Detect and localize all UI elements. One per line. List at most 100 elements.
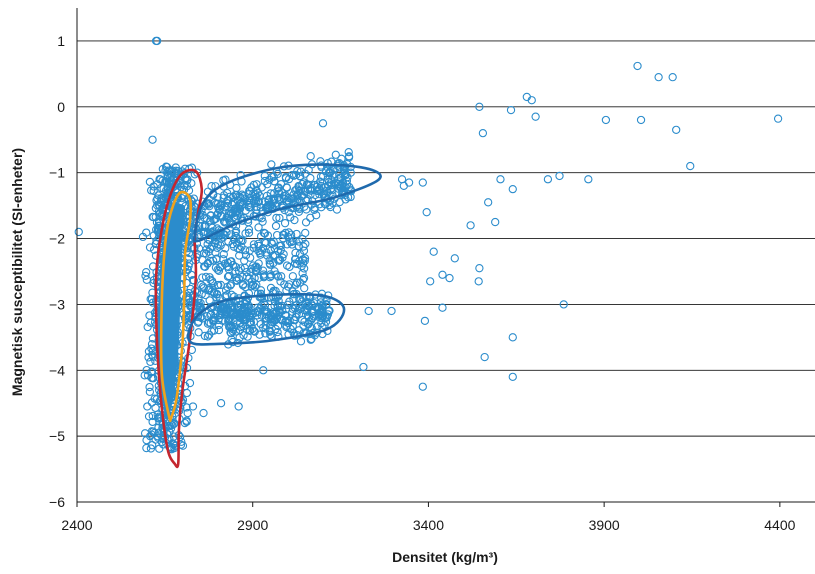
data-point <box>249 240 259 249</box>
data-point <box>188 402 198 411</box>
data-point <box>438 270 447 279</box>
data-point <box>335 159 344 168</box>
data-point <box>287 237 296 247</box>
data-point <box>249 180 258 190</box>
data-point <box>298 275 308 284</box>
data-point <box>686 161 695 171</box>
data-point <box>220 230 229 239</box>
data-point <box>491 217 500 227</box>
data-point <box>221 286 231 295</box>
data-point <box>148 411 157 421</box>
data-point <box>445 273 454 283</box>
data-point <box>450 254 459 263</box>
data-point <box>293 190 302 199</box>
data-point <box>773 114 783 123</box>
data-point <box>149 275 159 285</box>
data-point <box>252 202 261 211</box>
data-point <box>306 186 315 195</box>
data-point <box>218 316 227 325</box>
data-point <box>305 185 315 194</box>
data-point <box>264 196 273 205</box>
data-point <box>265 259 274 268</box>
data-point <box>496 175 505 184</box>
data-point <box>290 215 299 225</box>
data-point <box>275 189 284 198</box>
data-point <box>324 307 334 316</box>
data-point <box>238 281 248 290</box>
data-point <box>265 256 274 265</box>
data-point <box>322 312 332 321</box>
data-point <box>336 184 346 193</box>
data-point <box>254 223 263 232</box>
data-point <box>260 176 270 186</box>
data-point <box>74 227 83 237</box>
data-point <box>148 212 157 222</box>
data-point <box>387 306 396 316</box>
data-point <box>277 272 286 281</box>
data-point <box>161 166 170 175</box>
data-point <box>212 293 221 302</box>
data-point <box>272 270 281 279</box>
data-point <box>304 165 313 175</box>
data-point <box>265 326 274 335</box>
data-point <box>296 337 306 346</box>
data-point <box>266 330 275 339</box>
data-point <box>255 191 264 200</box>
data-point <box>305 291 314 301</box>
data-point <box>228 260 238 270</box>
y-tick-label: −6 <box>49 494 65 510</box>
data-point <box>264 200 273 210</box>
data-point <box>206 216 215 225</box>
data-point <box>223 188 232 198</box>
data-point <box>270 244 279 253</box>
y-tick-label: −4 <box>49 362 65 378</box>
data-point <box>193 318 203 327</box>
data-point <box>214 315 223 325</box>
data-point <box>145 243 155 252</box>
data-point <box>271 221 281 231</box>
data-point <box>241 282 250 292</box>
data-point <box>601 115 611 125</box>
data-point <box>213 199 223 208</box>
data-point <box>266 320 275 329</box>
data-point <box>154 191 163 200</box>
data-point <box>475 264 484 273</box>
data-point <box>321 182 330 192</box>
data-point <box>293 306 303 315</box>
y-tick-label: −1 <box>49 165 65 181</box>
data-point <box>323 188 332 197</box>
data-point <box>584 175 593 184</box>
data-point <box>346 168 355 177</box>
data-point <box>299 264 309 273</box>
data-point <box>259 366 268 375</box>
data-point <box>152 36 162 46</box>
data-point <box>265 175 274 184</box>
data-point <box>231 228 240 237</box>
data-point <box>344 147 353 157</box>
data-point <box>217 212 226 221</box>
data-point <box>148 135 157 144</box>
data-point <box>298 255 307 264</box>
data-point <box>197 280 206 290</box>
data-point <box>205 296 214 305</box>
data-point <box>232 211 242 220</box>
data-point <box>234 402 243 411</box>
data-point <box>284 208 293 217</box>
data-point <box>240 256 249 265</box>
data-point <box>205 202 214 211</box>
data-point <box>241 206 250 215</box>
data-point <box>258 243 268 253</box>
contour-blue <box>192 163 382 243</box>
data-point <box>418 178 427 187</box>
data-point <box>336 173 345 182</box>
data-point <box>155 444 164 453</box>
data-point <box>250 308 260 317</box>
data-point <box>291 186 300 195</box>
data-point <box>245 187 255 196</box>
data-point <box>241 229 250 238</box>
x-tick-label: 3900 <box>589 517 620 533</box>
data-point <box>224 271 234 281</box>
data-point <box>153 180 162 189</box>
data-point <box>180 381 190 391</box>
